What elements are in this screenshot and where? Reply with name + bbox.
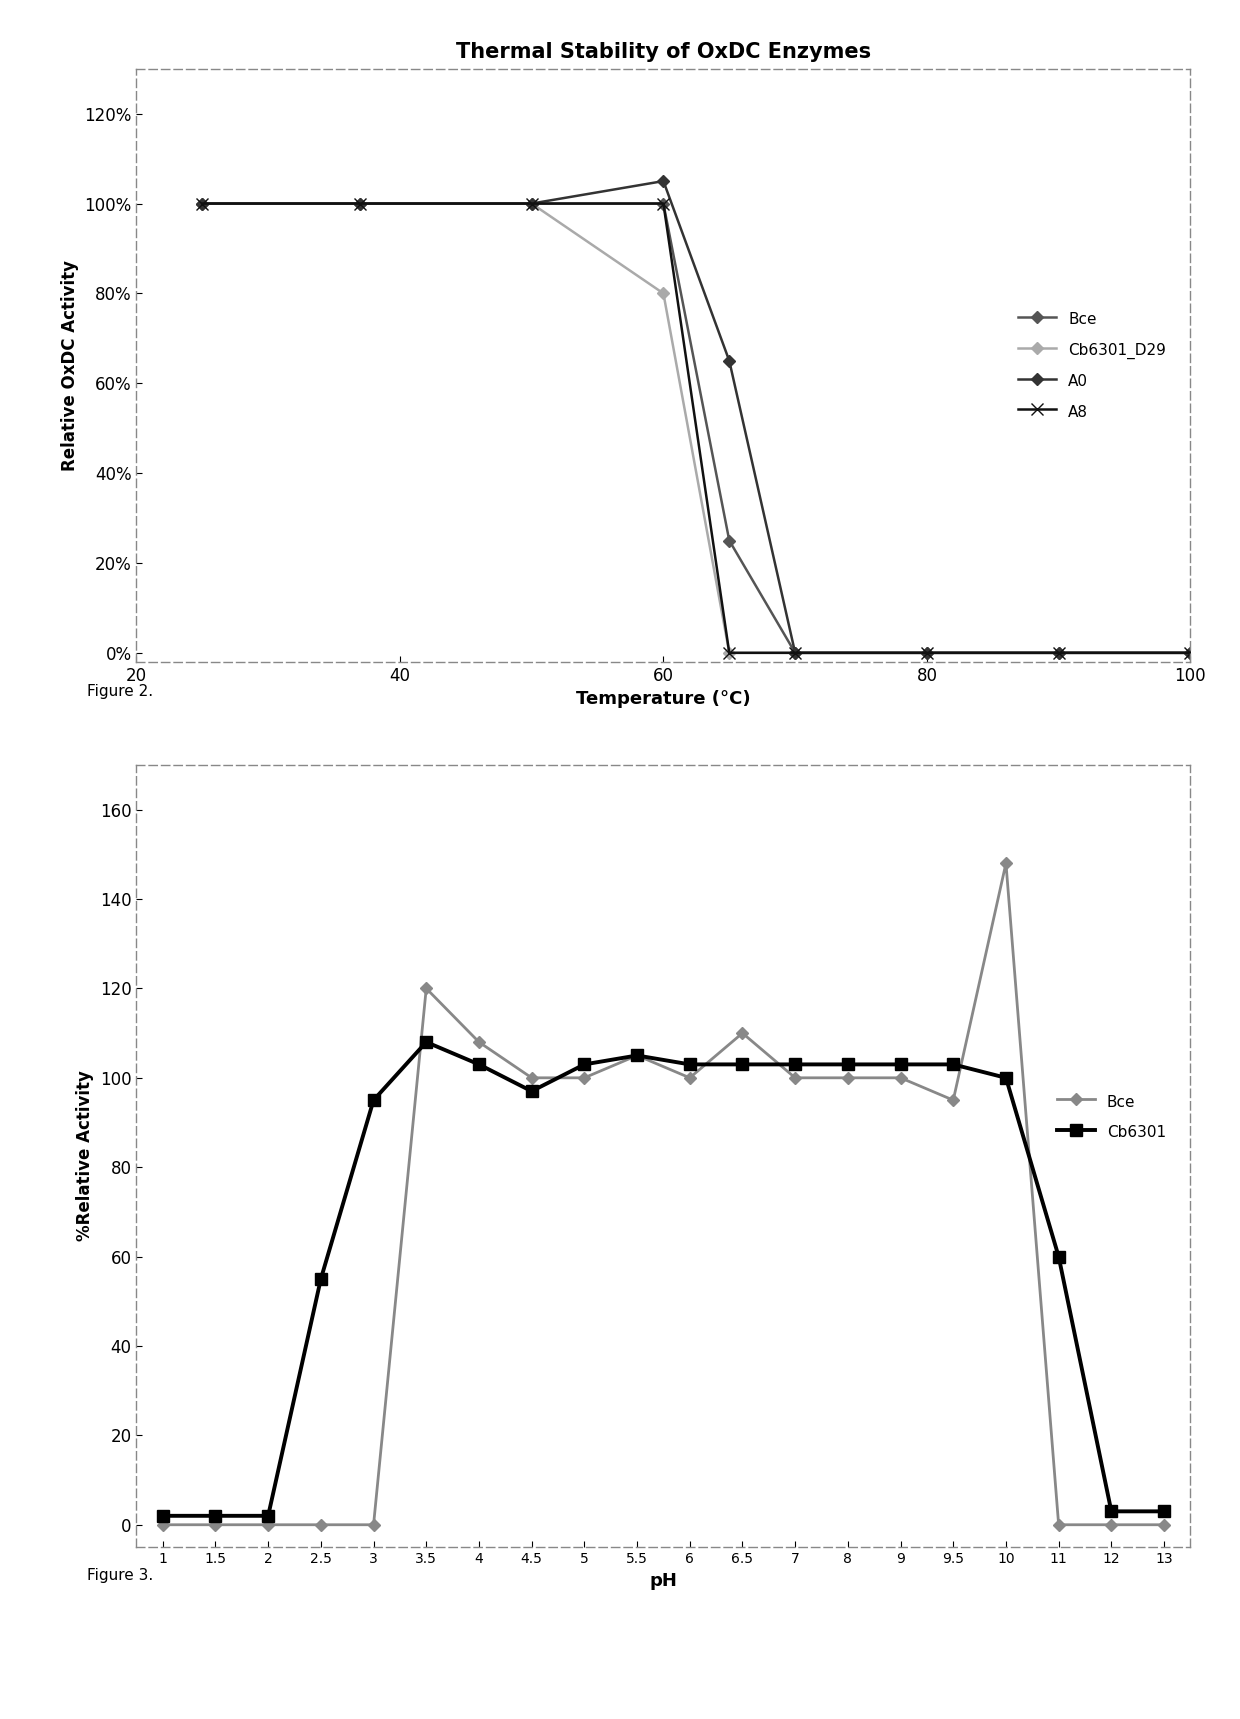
Bce xyxy=(577,1067,591,1088)
Cb6301 xyxy=(208,1506,223,1526)
Cb6301 xyxy=(577,1054,591,1074)
Bce xyxy=(208,1514,223,1535)
Cb6301 xyxy=(735,1054,750,1074)
A0 xyxy=(787,643,802,664)
Cb6301 xyxy=(946,1054,961,1074)
Bce xyxy=(722,529,737,550)
Cb6301 xyxy=(525,1081,539,1102)
Cb6301 xyxy=(893,1054,908,1074)
Cb6301_D29 xyxy=(1183,643,1198,664)
A8 xyxy=(525,193,539,213)
Bce xyxy=(314,1514,329,1535)
Cb6301_D29 xyxy=(525,193,539,213)
A8 xyxy=(353,193,368,213)
A0 xyxy=(919,643,935,664)
Line: Cb6301_D29: Cb6301_D29 xyxy=(198,199,1194,657)
Cb6301_D29 xyxy=(656,284,671,304)
Cb6301 xyxy=(841,1054,856,1074)
A0 xyxy=(195,193,210,213)
Cb6301 xyxy=(155,1506,170,1526)
Bce xyxy=(1183,643,1198,664)
Bce xyxy=(919,643,935,664)
Y-axis label: Relative OxDC Activity: Relative OxDC Activity xyxy=(61,260,78,471)
A0 xyxy=(353,193,368,213)
Cb6301 xyxy=(471,1054,486,1074)
Cb6301_D29 xyxy=(353,193,368,213)
Cb6301 xyxy=(998,1067,1013,1088)
Bce xyxy=(471,1031,486,1052)
Bce xyxy=(195,193,210,213)
Line: A8: A8 xyxy=(196,198,1197,658)
A0 xyxy=(1052,643,1066,664)
A0 xyxy=(722,351,737,371)
A0 xyxy=(525,193,539,213)
Legend: Bce, Cb6301: Bce, Cb6301 xyxy=(1050,1086,1172,1148)
Bce xyxy=(1052,1514,1066,1535)
Cb6301_D29 xyxy=(787,643,802,664)
Cb6301 xyxy=(1052,1246,1066,1267)
Bce xyxy=(682,1067,697,1088)
Legend: Bce, Cb6301_D29, A0, A8: Bce, Cb6301_D29, A0, A8 xyxy=(1012,304,1172,426)
Bce xyxy=(155,1514,170,1535)
Y-axis label: %Relative Activity: %Relative Activity xyxy=(76,1071,94,1241)
A8 xyxy=(787,643,802,664)
Bce xyxy=(656,193,671,213)
Cb6301 xyxy=(630,1045,645,1066)
Line: Cb6301: Cb6301 xyxy=(156,1037,1171,1521)
A8 xyxy=(195,193,210,213)
Cb6301 xyxy=(260,1506,275,1526)
Bce xyxy=(735,1023,750,1043)
A8 xyxy=(656,193,671,213)
A0 xyxy=(656,170,671,191)
A0 xyxy=(1183,643,1198,664)
Bce xyxy=(419,978,434,999)
Cb6301_D29 xyxy=(919,643,935,664)
Cb6301 xyxy=(1157,1501,1172,1521)
Bce xyxy=(260,1514,275,1535)
Title: Thermal Stability of OxDC Enzymes: Thermal Stability of OxDC Enzymes xyxy=(456,41,870,62)
A8 xyxy=(1183,643,1198,664)
Bce xyxy=(787,643,802,664)
Line: A0: A0 xyxy=(198,177,1194,657)
Bce xyxy=(353,193,368,213)
Cb6301 xyxy=(1104,1501,1118,1521)
Bce xyxy=(787,1067,802,1088)
X-axis label: Temperature (°C): Temperature (°C) xyxy=(577,691,750,708)
A8 xyxy=(1052,643,1066,664)
Text: Figure 3.: Figure 3. xyxy=(87,1568,153,1583)
Bce xyxy=(630,1045,645,1066)
Line: Bce: Bce xyxy=(198,199,1194,657)
Bce xyxy=(525,193,539,213)
Cb6301 xyxy=(419,1031,434,1052)
Bce xyxy=(1157,1514,1172,1535)
Cb6301_D29 xyxy=(195,193,210,213)
Cb6301 xyxy=(366,1090,381,1110)
Text: Figure 2.: Figure 2. xyxy=(87,684,153,700)
Bce xyxy=(998,853,1013,873)
X-axis label: pH: pH xyxy=(650,1571,677,1590)
Line: Bce: Bce xyxy=(159,860,1168,1528)
Cb6301 xyxy=(682,1054,697,1074)
Cb6301_D29 xyxy=(1052,643,1066,664)
A8 xyxy=(919,643,935,664)
A8 xyxy=(722,643,737,664)
Cb6301_D29 xyxy=(722,643,737,664)
Bce xyxy=(1104,1514,1118,1535)
Bce xyxy=(946,1090,961,1110)
Bce xyxy=(366,1514,381,1535)
Bce xyxy=(893,1067,908,1088)
Cb6301 xyxy=(787,1054,802,1074)
Cb6301 xyxy=(314,1269,329,1289)
Bce xyxy=(841,1067,856,1088)
Bce xyxy=(1052,643,1066,664)
Bce xyxy=(525,1067,539,1088)
